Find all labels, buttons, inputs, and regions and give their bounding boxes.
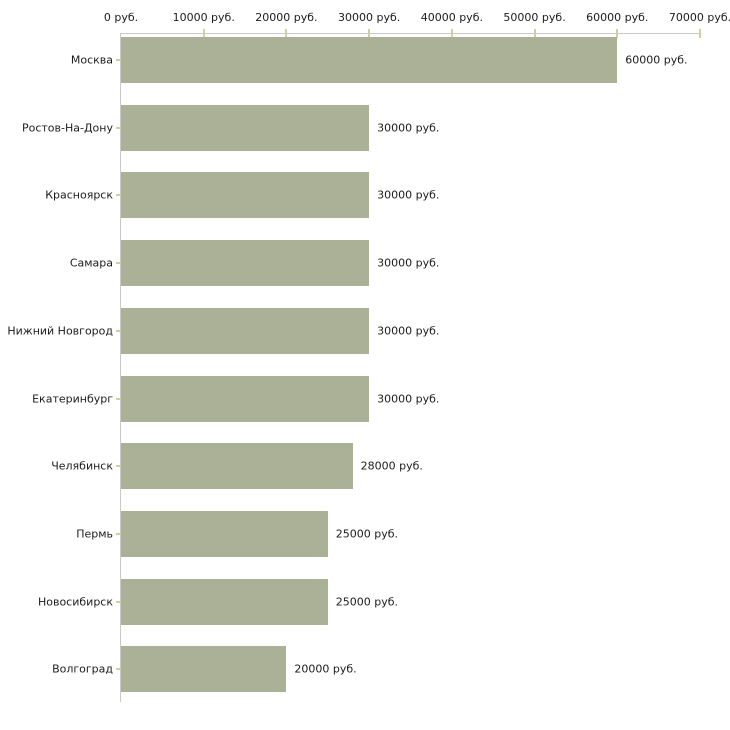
bar <box>121 646 287 693</box>
category-label: Волгоград <box>52 662 113 676</box>
y-axis-tick-mark <box>116 329 121 332</box>
x-axis-tick-mark <box>368 29 371 38</box>
bar-row: Москва 60000 руб. <box>71 37 700 83</box>
value-label: 25000 руб. <box>335 595 399 609</box>
value-label: 28000 руб. <box>360 459 423 473</box>
bar <box>121 578 328 625</box>
plot-area: Москва 60000 руб. Ростов-На-Дону 30000 руб.… <box>7 0 700 730</box>
value-label: 30000 руб. <box>377 324 440 338</box>
x-axis-tick-label: 70000 руб. <box>668 11 730 24</box>
x-axis: 0 руб. 10000 руб. 20000 руб. 30000 руб. 4000… <box>104 0 730 730</box>
bar <box>121 375 370 422</box>
y-axis-tick-mark <box>116 126 121 129</box>
category-label: Екатеринбург <box>32 392 113 405</box>
x-axis-tick-label: 10000 руб. <box>172 11 235 24</box>
x-axis-tick-label: 30000 руб. <box>338 11 401 24</box>
value-label: 30000 руб. <box>377 188 440 202</box>
bar <box>121 37 618 83</box>
category-label: Красноярск <box>45 188 113 202</box>
bar <box>121 307 370 354</box>
x-axis-tick-mark <box>450 29 453 38</box>
x-axis-tick-mark <box>616 29 619 38</box>
y-axis-tick-mark <box>116 668 121 671</box>
bar <box>121 510 328 557</box>
bar <box>121 240 370 287</box>
bar-row: Волгоград 20000 руб. <box>52 646 700 693</box>
y-axis-tick-mark <box>116 262 121 265</box>
value-label: 20000 руб. <box>294 662 357 676</box>
x-axis-tick-label: 40000 руб. <box>420 11 483 24</box>
category-label: Пермь <box>76 527 113 541</box>
y-axis-tick-mark <box>116 600 121 603</box>
value-label: 60000 руб. <box>625 53 688 67</box>
value-label: 30000 руб. <box>377 392 440 405</box>
x-axis-tick-label: 0 руб. <box>103 11 139 24</box>
y-axis-tick-mark <box>116 532 121 535</box>
bar-row: Красноярск 30000 руб. <box>45 172 700 219</box>
bar <box>121 104 370 151</box>
category-label: Новосибирск <box>37 595 113 609</box>
value-label: 30000 руб. <box>377 256 440 270</box>
x-axis-line <box>120 33 700 34</box>
y-axis-tick-mark <box>116 194 121 197</box>
bar-row: Екатеринбург 30000 руб. <box>32 375 700 422</box>
x-axis-tick-label: 20000 руб. <box>255 11 318 24</box>
category-label: Самара <box>69 256 113 270</box>
category-label: Челябинск <box>51 459 113 473</box>
y-axis-tick-mark <box>116 397 121 400</box>
bar <box>121 172 370 219</box>
y-axis-tick-mark <box>116 59 121 61</box>
x-axis-tick-mark <box>202 29 205 38</box>
value-label: 30000 руб. <box>377 121 440 135</box>
bar-row: Самара 30000 руб. <box>70 240 700 287</box>
bar <box>121 443 353 490</box>
bar-row: Ростов-На-Дону 30000 руб. <box>22 104 700 151</box>
bar-row: Нижний Новгород 30000 руб. <box>7 307 700 354</box>
x-axis-tick-mark <box>699 29 701 38</box>
x-axis-tick-label: 50000 руб. <box>503 11 566 24</box>
x-axis-tick-label: 60000 руб. <box>586 11 649 24</box>
bar-row: Пермь 25000 руб. <box>76 510 700 557</box>
category-label: Ростов-На-Дону <box>21 121 113 135</box>
value-label: 25000 руб. <box>335 527 399 541</box>
bar-row: Новосибирск 25000 руб. <box>38 578 700 625</box>
category-label: Москва <box>70 53 113 67</box>
bar-row: Челябинск 28000 руб. <box>51 443 700 490</box>
x-axis-tick-mark <box>533 29 536 38</box>
y-axis-line <box>120 33 121 702</box>
y-axis-tick-mark <box>116 465 121 468</box>
category-label: Нижний Новгород <box>7 324 113 338</box>
x-axis-tick-mark <box>285 29 288 38</box>
